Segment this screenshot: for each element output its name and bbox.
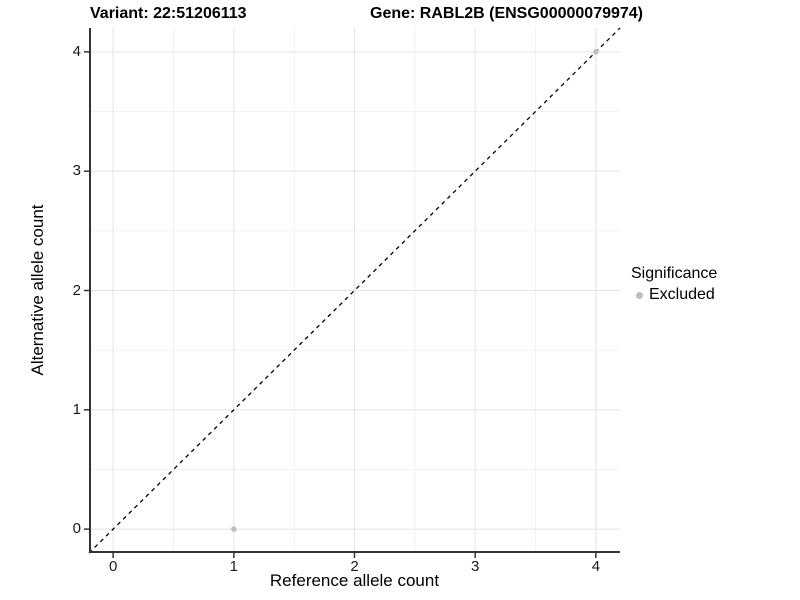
x-tick-label: 0 — [108, 558, 118, 575]
data-point — [593, 49, 599, 55]
x-tick-label: 2 — [350, 558, 359, 575]
x-tick-label: 1 — [229, 558, 238, 575]
legend-point-icon — [636, 291, 643, 299]
y-tick-label: 3 — [72, 162, 81, 180]
y-tick-label: 1 — [72, 400, 81, 418]
x-axis-label: Reference allele count — [269, 571, 440, 590]
variant-title: Variant: 22:51206113 — [90, 5, 247, 22]
legend-title: Significance — [631, 265, 718, 282]
data-point — [231, 526, 237, 532]
y-tick-label: 0 — [72, 520, 81, 538]
x-tick-label: 3 — [471, 558, 480, 575]
gene-title: Gene: RABL2B (ENSG00000079974) — [370, 5, 644, 22]
legend: Significance Excluded — [631, 265, 717, 304]
y-tick-label: 4 — [72, 42, 81, 60]
y-tick-label: 2 — [72, 281, 81, 299]
legend-entry: Excluded — [631, 286, 717, 304]
plot-canvas — [84, 27, 621, 558]
y-axis-label: Alternative allele count — [28, 204, 47, 376]
legend-entry-label: Excluded — [649, 286, 715, 303]
plot-panel — [84, 27, 621, 558]
x-tick-label: 4 — [591, 558, 601, 575]
